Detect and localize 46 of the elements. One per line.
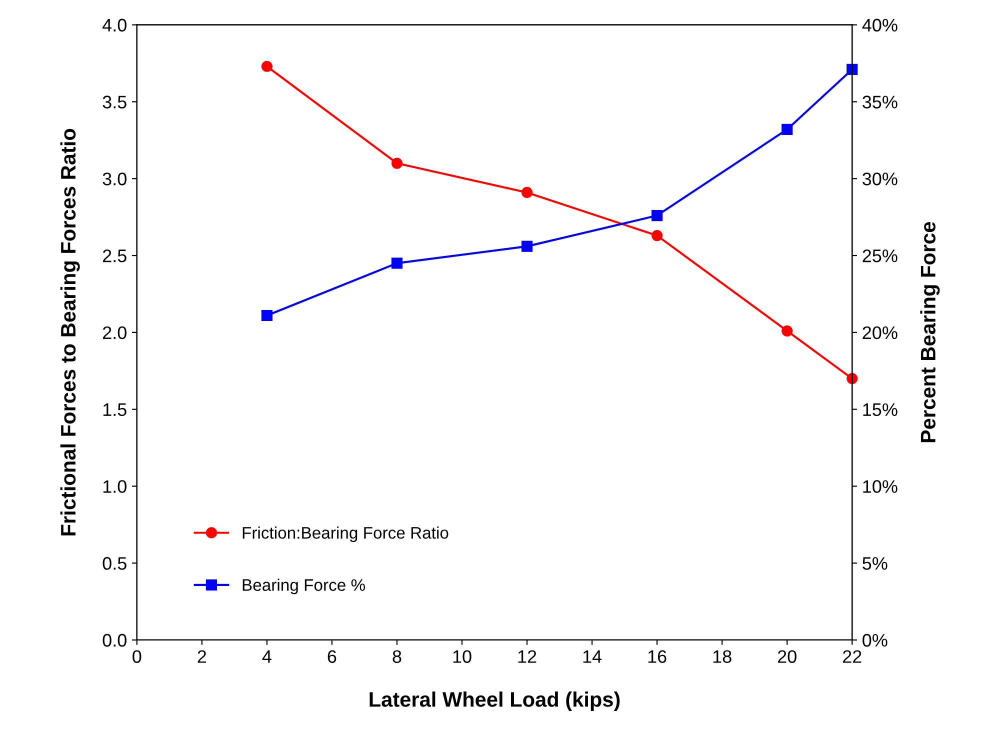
point <box>261 60 272 72</box>
y-tick-label: 2.5 <box>102 249 126 262</box>
y2-tick-label: 0% <box>862 634 888 647</box>
legend-label: Bearing Force % <box>242 578 366 594</box>
legend-label: Friction:Bearing Force Ratio <box>242 526 448 542</box>
point <box>652 210 663 222</box>
x-axis-title: Lateral Wheel Load (kips) <box>370 692 620 711</box>
x-tick-label: 8 <box>392 650 402 663</box>
y2-tick-label: 10% <box>863 480 898 493</box>
point <box>846 64 858 76</box>
x-tick-label: 20 <box>778 650 796 663</box>
y-tick-label: 2.0 <box>102 326 126 340</box>
y-tick-label: 4.0 <box>102 18 126 32</box>
y-tick-label: 3.0 <box>102 172 126 186</box>
y-axis-title: Frictional Forces to Bearing Forces Ratio <box>60 128 80 536</box>
y2-tick-label: 25% <box>862 249 898 262</box>
x-tick-label: 12 <box>518 650 536 663</box>
x-tick-label: 22 <box>842 650 862 663</box>
x-tick-label: 16 <box>648 650 666 663</box>
x-tick-label: 4 <box>262 650 272 663</box>
point <box>782 124 793 135</box>
y-tick-label: 3.5 <box>102 96 126 108</box>
y2-tick-label: 20% <box>862 326 898 340</box>
point <box>782 325 793 336</box>
y-tick-label: 1.5 <box>103 403 126 416</box>
y2-tick-label: 30% <box>862 172 898 186</box>
y2-axis-title: Percent Bearing Force <box>920 222 940 442</box>
y2-tick-label: 15% <box>863 403 898 416</box>
point <box>521 240 533 252</box>
y2-tick-label: 40% <box>862 18 898 32</box>
y2-tick-label: 5% <box>862 557 888 570</box>
point <box>391 158 403 169</box>
y2-tick-label: 35% <box>862 96 898 108</box>
point <box>652 230 663 242</box>
y-tick-label: 0.5 <box>102 557 126 570</box>
x-tick-label: 10 <box>453 650 472 663</box>
x-tick-label: 6 <box>328 650 336 663</box>
x-tick-label: 0 <box>132 650 142 663</box>
x-tick-label: 2 <box>198 650 206 663</box>
point <box>521 186 533 198</box>
x-tick-label: 18 <box>713 650 732 663</box>
y-tick-label: 0.0 <box>102 634 126 647</box>
y-tick-label: 1.0 <box>103 480 126 493</box>
point <box>391 258 403 269</box>
point <box>261 310 272 322</box>
x-tick-label: 14 <box>583 650 602 663</box>
